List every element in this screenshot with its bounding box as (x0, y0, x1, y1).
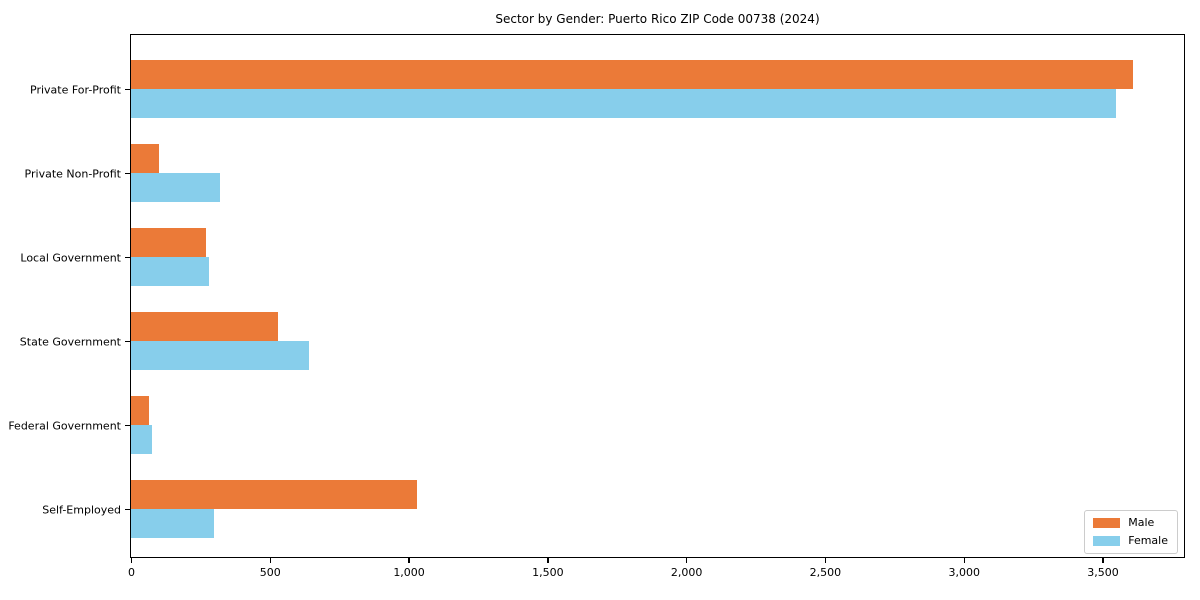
bar-female-self-employed (131, 509, 215, 538)
x-tick-label-2500: 2,500 (809, 566, 842, 579)
x-tick-label-1000: 1,000 (393, 566, 425, 579)
x-tick-mark-3500 (1102, 558, 1104, 563)
y-tick-label-federal-government: Federal Government (8, 419, 121, 432)
y-tick-mark-self-employed (125, 508, 130, 511)
x-tick-label-2000: 2,000 (670, 566, 703, 579)
plot-area: Male Female (130, 34, 1185, 558)
x-tick-label-500: 500 (259, 566, 281, 579)
legend-label-male: Male (1128, 516, 1155, 529)
chart-title: Sector by Gender: Puerto Rico ZIP Code 0… (495, 12, 820, 26)
legend-label-female: Female (1128, 534, 1168, 547)
y-tick-mark-private-non-profit (125, 172, 130, 175)
bar-female-federal-government (131, 425, 152, 454)
x-tick-mark-3000 (963, 558, 965, 563)
bar-female-state-government (131, 341, 309, 370)
legend-swatch-male (1093, 518, 1121, 528)
bar-male-private-for-profit (131, 60, 1133, 89)
y-tick-label-private-for-profit: Private For-Profit (30, 83, 121, 96)
y-tick-label-state-government: State Government (19, 335, 121, 348)
y-tick-label-self-employed: Self-Employed (42, 503, 121, 516)
bar-male-federal-government (131, 396, 149, 425)
x-tick-label-1500: 1,500 (532, 566, 564, 579)
y-tick-mark-federal-government (125, 424, 130, 427)
legend-row-female: Female (1093, 535, 1168, 547)
bar-female-private-non-profit (131, 173, 220, 202)
legend-swatch-female (1093, 536, 1121, 546)
bar-male-self-employed (131, 480, 417, 509)
x-tick-label-0: 0 (128, 566, 135, 579)
bar-female-local-government (131, 257, 209, 286)
y-tick-label-local-government: Local Government (20, 251, 121, 264)
bar-male-local-government (131, 228, 206, 257)
x-tick-mark-500 (269, 558, 271, 563)
x-tick-mark-0 (130, 558, 133, 563)
x-tick-label-3000: 3,000 (948, 566, 980, 579)
bar-male-private-non-profit (131, 144, 159, 173)
y-tick-mark-state-government (125, 340, 130, 343)
legend: Male Female (1084, 510, 1178, 554)
x-tick-mark-1500 (547, 558, 549, 563)
x-tick-label-3500: 3,500 (1087, 566, 1119, 579)
y-tick-label-private-non-profit: Private Non-Profit (24, 167, 121, 180)
legend-row-male: Male (1093, 517, 1168, 529)
x-tick-mark-2500 (824, 558, 827, 563)
y-tick-mark-local-government (125, 256, 130, 259)
y-tick-mark-private-for-profit (125, 88, 130, 91)
x-tick-mark-2000 (685, 558, 688, 563)
bar-female-private-for-profit (131, 89, 1117, 118)
bar-male-state-government (131, 312, 279, 341)
x-tick-mark-1000 (408, 558, 410, 563)
